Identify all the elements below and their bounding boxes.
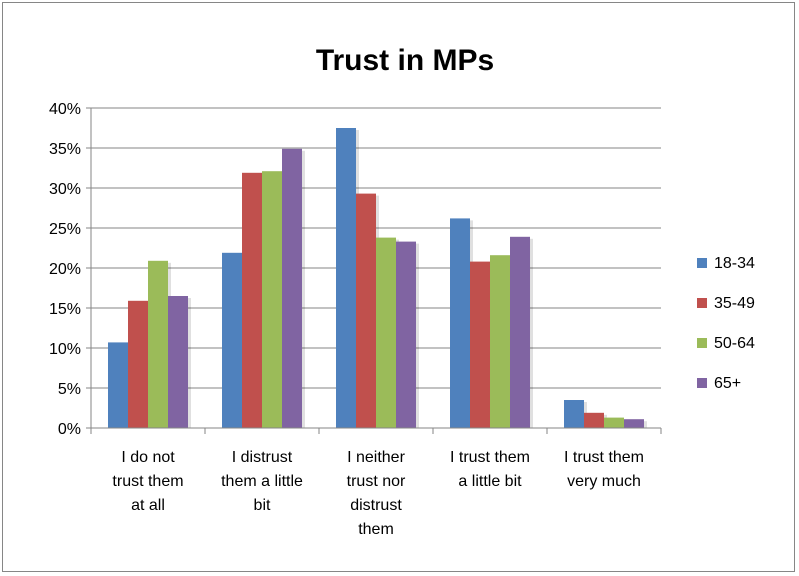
- legend-label: 50-64: [714, 335, 755, 352]
- y-tick-label: 20%: [49, 261, 81, 278]
- y-tick-label: 5%: [58, 381, 81, 398]
- x-category-label: I do not trust them at all: [112, 449, 183, 514]
- x-category-label: I distrust them a little bit: [221, 449, 303, 514]
- bar-18-34: [108, 342, 128, 428]
- bars: [108, 128, 647, 429]
- bar-18-34: [336, 128, 356, 428]
- bar-65+: [282, 148, 302, 429]
- legend-label: 35-49: [714, 295, 755, 312]
- bar-65+: [168, 296, 188, 428]
- y-tick-labels: 0% 5% 10% 15% 20% 25% 30% 35% 40%: [49, 101, 81, 438]
- legend-label: 18-34: [714, 255, 755, 272]
- y-tick-label: 25%: [49, 221, 81, 238]
- legend-swatch: [697, 338, 707, 348]
- x-category-label: I trust them a little bit: [450, 449, 530, 490]
- bar-50-64: [148, 260, 168, 428]
- bar-35-49: [128, 300, 148, 428]
- bar-50-64: [604, 417, 624, 428]
- legend-swatch: [697, 258, 707, 268]
- bar-65+: [396, 241, 416, 428]
- axes: [90, 108, 662, 434]
- bar-18-34: [564, 400, 584, 428]
- y-tick-label: 40%: [49, 101, 81, 118]
- y-tick-label: 10%: [49, 341, 81, 358]
- bar-35-49: [242, 172, 262, 428]
- bar-18-34: [450, 218, 470, 428]
- y-tick-label: 0%: [58, 421, 81, 438]
- bar-50-64: [490, 255, 510, 428]
- legend: 18-34 35-49 50-64 65+: [697, 255, 755, 392]
- x-category-label: I trust them very much: [564, 449, 644, 490]
- bar-50-64: [376, 237, 396, 428]
- bar-35-49: [584, 412, 604, 428]
- bar-18-34: [222, 252, 242, 428]
- y-tick-label: 15%: [49, 301, 81, 318]
- bar-65+: [510, 236, 530, 428]
- x-category-label: I neither trust nor distrust them: [347, 449, 406, 538]
- y-tick-label: 35%: [49, 141, 81, 158]
- y-tick-label: 30%: [49, 181, 81, 198]
- chart-title: Trust in MPs: [316, 44, 494, 77]
- bar-35-49: [470, 261, 490, 428]
- bar-35-49: [356, 193, 376, 428]
- legend-label: 65+: [714, 375, 741, 392]
- bar-50-64: [262, 171, 282, 428]
- bar-65+: [624, 419, 644, 428]
- legend-swatch: [697, 298, 707, 308]
- legend-swatch: [697, 378, 707, 388]
- x-category-labels: I do not trust them at all I distrust them a…: [112, 449, 644, 538]
